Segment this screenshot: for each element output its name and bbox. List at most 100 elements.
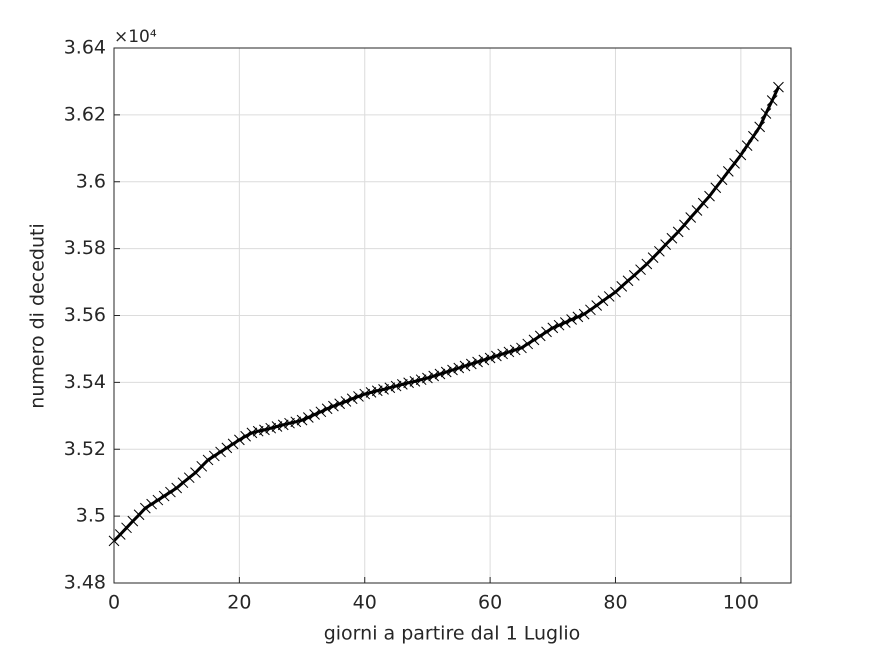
data-marker (597, 295, 609, 307)
y-tick-label: 3.62 (64, 103, 106, 125)
data-marker (710, 182, 722, 194)
data-marker (760, 108, 772, 119)
data-marker (516, 342, 527, 354)
data-marker (697, 197, 709, 209)
data-marker (503, 346, 515, 358)
data-marker (246, 427, 258, 439)
data-marker (390, 380, 402, 392)
data-marker (208, 450, 220, 462)
data-marker (165, 486, 176, 498)
data-marker (240, 430, 251, 442)
data-marker (716, 174, 728, 186)
data-marker (679, 219, 690, 231)
data-marker (691, 205, 703, 216)
data-marker (547, 322, 559, 334)
x-tick-label: 40 (353, 592, 377, 614)
x-tick-label: 20 (227, 592, 251, 614)
data-marker (290, 416, 302, 428)
data-marker (346, 393, 358, 405)
data-marker (484, 352, 496, 364)
data-marker (735, 149, 747, 161)
data-marker (766, 95, 778, 106)
y-multiplier: ×10⁴ (114, 27, 157, 47)
data-marker (365, 387, 377, 398)
data-marker (748, 130, 759, 142)
data-marker (296, 414, 308, 426)
y-tick-label: 3.64 (64, 37, 106, 59)
data-marker (321, 403, 333, 415)
data-marker (378, 384, 389, 395)
data-marker (541, 326, 552, 338)
data-marker (265, 422, 277, 434)
x-tick-label: 80 (603, 592, 627, 614)
y-tick-label: 3.6 (76, 170, 106, 192)
data-marker (302, 412, 314, 423)
data-marker (553, 319, 565, 331)
y-axis-label: numero di deceduti (27, 223, 49, 408)
data-marker (478, 354, 490, 366)
data-marker (585, 304, 596, 316)
data-marker (773, 81, 784, 93)
y-tick-label: 3.54 (64, 371, 106, 393)
data-marker (403, 377, 414, 389)
data-marker (177, 477, 189, 489)
data-marker (422, 372, 433, 384)
data-marker (259, 424, 270, 436)
data-marker (384, 382, 396, 394)
data-marker (509, 344, 521, 356)
data-marker (371, 385, 383, 397)
data-marker (202, 454, 214, 466)
data-marker (722, 166, 734, 177)
data-marker (459, 360, 471, 372)
data-marker (227, 438, 239, 450)
data-marker (497, 348, 509, 360)
data-marker (453, 362, 465, 374)
data-marker (522, 338, 534, 350)
y-tick-label: 3.48 (64, 572, 106, 594)
x-tick-label: 0 (108, 592, 120, 614)
data-marker (183, 472, 195, 484)
data-marker (622, 275, 634, 287)
data-marker (591, 300, 603, 311)
data-marker (252, 425, 264, 437)
data-marker (215, 446, 226, 458)
y-tick-label: 3.58 (64, 237, 106, 259)
data-marker (359, 388, 371, 400)
data-marker (685, 212, 697, 223)
data-marker (139, 502, 151, 514)
data-marker (603, 291, 615, 302)
data-marker (152, 494, 164, 506)
data-marker (572, 311, 584, 323)
data-marker (171, 482, 183, 494)
data-marker (754, 121, 766, 133)
data-marker (315, 406, 327, 418)
data-marker (428, 370, 440, 382)
data-marker (528, 334, 540, 346)
data-marker (434, 368, 446, 380)
data-marker (271, 421, 283, 432)
data-marker (234, 434, 245, 446)
data-marker (284, 417, 295, 429)
y-tick-label: 3.5 (76, 505, 106, 527)
x-axis-label: giorni a partire dal 1 Luglio (324, 623, 581, 645)
data-marker (415, 374, 427, 386)
x-tick-label: 60 (478, 592, 502, 614)
data-marker (334, 398, 346, 410)
data-marker (578, 308, 590, 320)
data-marker (566, 314, 577, 325)
data-marker (472, 356, 483, 368)
data-marker (158, 490, 170, 502)
data-marker (396, 379, 408, 390)
data-marker (465, 358, 477, 370)
data-marker (353, 391, 364, 402)
data-marker (328, 400, 339, 412)
data-marker (309, 409, 320, 420)
data-marker (534, 330, 546, 342)
data-marker (491, 350, 502, 362)
data-marker (729, 158, 740, 169)
data-marker (559, 317, 571, 328)
data-marker (704, 190, 715, 202)
x-tick-label: 100 (723, 592, 759, 614)
data-marker (277, 419, 289, 431)
